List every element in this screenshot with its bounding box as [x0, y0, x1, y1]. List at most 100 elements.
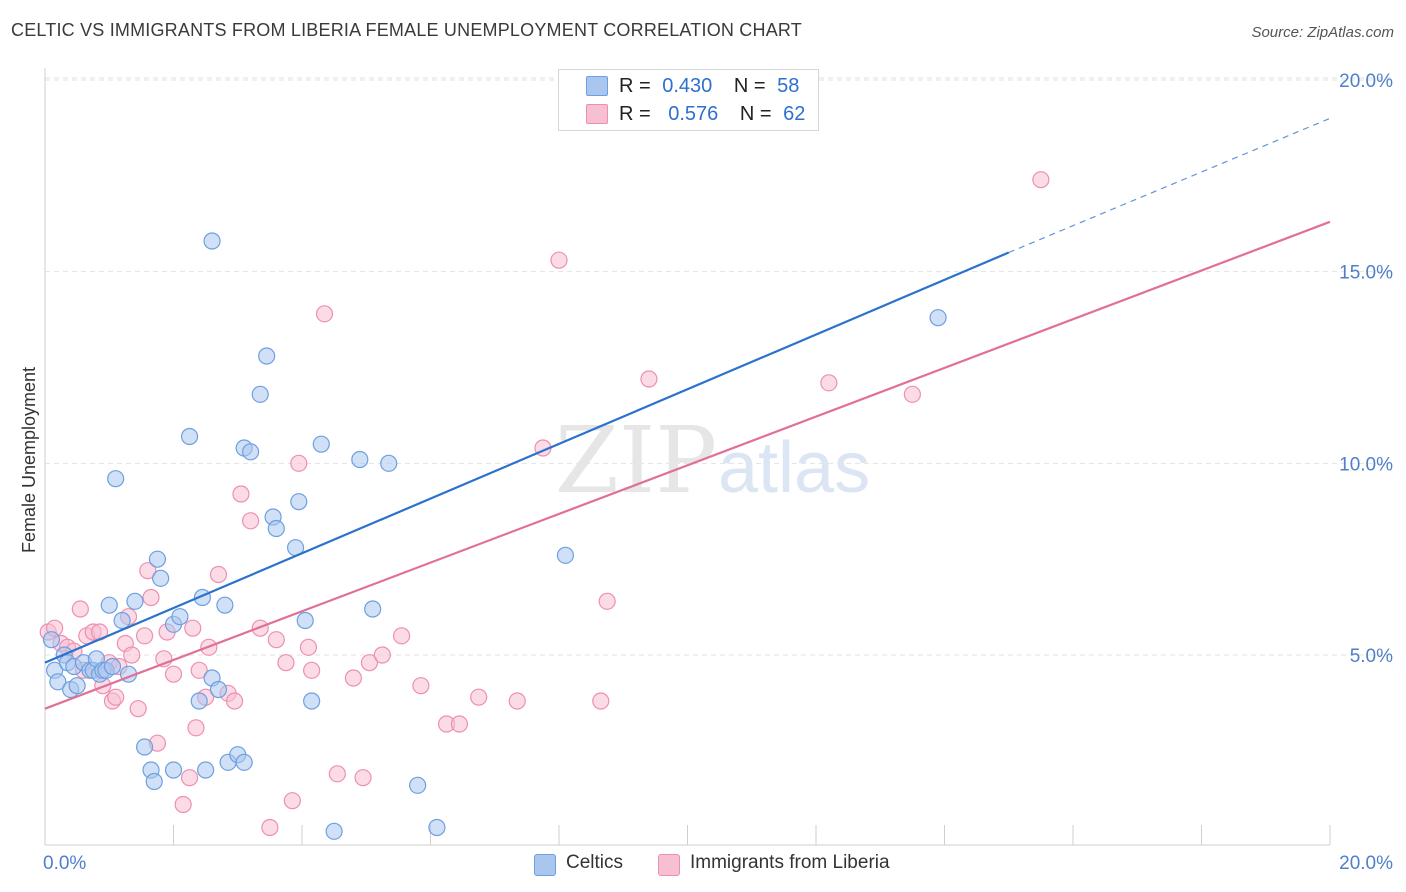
watermark-zip: ZIP: [555, 407, 717, 514]
celtics-point: [258, 347, 276, 365]
liberia-point: [242, 512, 260, 530]
liberia-point: [209, 565, 228, 584]
liberia-point: [232, 485, 250, 503]
liberia-point: [450, 715, 469, 733]
liberia-point: [299, 638, 318, 656]
liberia-point: [180, 769, 199, 787]
liberia-point: [283, 792, 301, 810]
liberia-trend-line: [44, 220, 1331, 710]
celtics-point: [164, 761, 183, 779]
liberia-point: [261, 818, 279, 837]
chart-source: Source: ZipAtlas.com: [1251, 24, 1394, 41]
legend-r-label: R =: [619, 103, 651, 125]
liberia-point: [550, 251, 568, 269]
correlation-legend: R = 0.430 N = 58 R = 0.576 N = 62: [558, 69, 819, 131]
liberia-point: [592, 692, 610, 710]
x-tick-label: 0.0%: [43, 853, 86, 874]
celtics-point: [325, 822, 343, 840]
watermark-atlas: atlas: [718, 428, 870, 508]
celtics-trend-extension: [1008, 117, 1331, 254]
liberia-point: [225, 692, 244, 710]
celtics-point: [103, 657, 122, 676]
grid-lines: [45, 77, 1392, 656]
liberia-point: [360, 654, 379, 672]
liberia-point: [640, 370, 658, 388]
celtics-point: [242, 443, 260, 461]
liberia-point: [267, 631, 285, 649]
celtics-point: [209, 680, 228, 699]
liberia-point: [142, 588, 160, 607]
liberia-point: [187, 719, 205, 737]
liberia-point: [1032, 171, 1050, 189]
legend-n-value: 62: [783, 103, 806, 125]
liberia-point: [107, 688, 125, 706]
series-legend: Celtics Immigrants from Liberia: [534, 852, 914, 878]
liberia-point: [328, 765, 346, 783]
celtics-point: [145, 772, 163, 791]
data-points: [39, 94, 1050, 840]
axes: [44, 68, 1331, 846]
celtics-point: [303, 692, 321, 710]
celtics-point: [929, 309, 947, 327]
legend-swatch-celtics: [586, 76, 608, 96]
legend-r-value: 0.430: [662, 75, 713, 97]
tick-labels: 5.0% 10.0% 15.0% 20.0% 0.0% 20.0%: [43, 71, 1393, 874]
liberia-point: [303, 661, 321, 679]
y-tick-label: 20.0%: [1339, 71, 1393, 92]
celtics-point: [556, 546, 575, 564]
liberia-point: [392, 627, 411, 645]
celtics-point: [235, 753, 253, 771]
celtics-point: [267, 519, 285, 538]
celtics-point: [49, 673, 67, 691]
legend-n-value: 58: [777, 75, 800, 97]
liberia-point: [344, 669, 362, 687]
celtics-point: [296, 611, 314, 630]
liberia-point: [184, 619, 202, 637]
celtics-point: [216, 596, 234, 614]
series-legend-swatch-liberia: [658, 854, 680, 876]
celtics-point: [100, 596, 118, 614]
trend-lines: [44, 117, 1331, 710]
legend-row-liberia: R = 0.576 N = 62: [619, 103, 805, 127]
celtics-point: [380, 454, 398, 472]
liberia-point: [903, 385, 921, 403]
legend-r-value: 0.576: [668, 103, 719, 125]
liberia-point: [598, 592, 616, 610]
celtics-point: [171, 608, 189, 626]
celtics-point: [364, 600, 382, 618]
series-legend-label-celtics: Celtics: [566, 852, 624, 873]
y-tick-label: 10.0%: [1339, 454, 1393, 475]
celtics-point: [409, 776, 427, 794]
celtics-point: [428, 818, 446, 837]
liberia-point: [139, 562, 157, 580]
celtics-point: [152, 569, 170, 587]
celtics-point: [190, 692, 208, 710]
legend-n-label: N =: [739, 103, 772, 125]
legend-n-label: N =: [733, 75, 766, 97]
series-legend-label-liberia: Immigrants from Liberia: [690, 852, 890, 873]
celtics-point: [290, 493, 308, 511]
liberia-point: [129, 700, 147, 718]
liberia-point: [508, 692, 526, 710]
y-tick-label: 15.0%: [1339, 263, 1393, 284]
celtics-point: [68, 677, 86, 695]
liberia-point: [373, 646, 391, 664]
legend-swatch-liberia: [586, 104, 608, 124]
x-tick-label: 20.0%: [1339, 853, 1393, 874]
celtics-point: [351, 450, 369, 469]
y-axis-label: Female Unemployment: [19, 367, 39, 553]
liberia-point: [174, 795, 192, 814]
liberia-point: [135, 627, 154, 645]
liberia-point: [277, 654, 295, 672]
liberia-point: [354, 769, 372, 787]
celtics-point: [107, 470, 125, 488]
celtics-point: [197, 761, 215, 779]
liberia-point: [820, 374, 838, 392]
liberia-point: [190, 661, 208, 679]
celtics-point: [148, 550, 167, 568]
celtics-point: [203, 232, 221, 250]
y-tick-label: 5.0%: [1350, 646, 1393, 667]
liberia-point: [123, 646, 141, 664]
celtics-trend-line: [44, 251, 1010, 664]
